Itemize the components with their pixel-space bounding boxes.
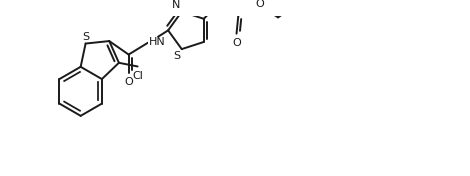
Text: HN: HN xyxy=(149,37,165,47)
Text: N: N xyxy=(172,0,180,10)
Text: O: O xyxy=(232,38,241,48)
Text: Cl: Cl xyxy=(132,71,143,81)
Text: O: O xyxy=(124,77,133,87)
Text: S: S xyxy=(173,51,180,61)
Text: S: S xyxy=(83,32,90,42)
Text: O: O xyxy=(256,0,264,9)
